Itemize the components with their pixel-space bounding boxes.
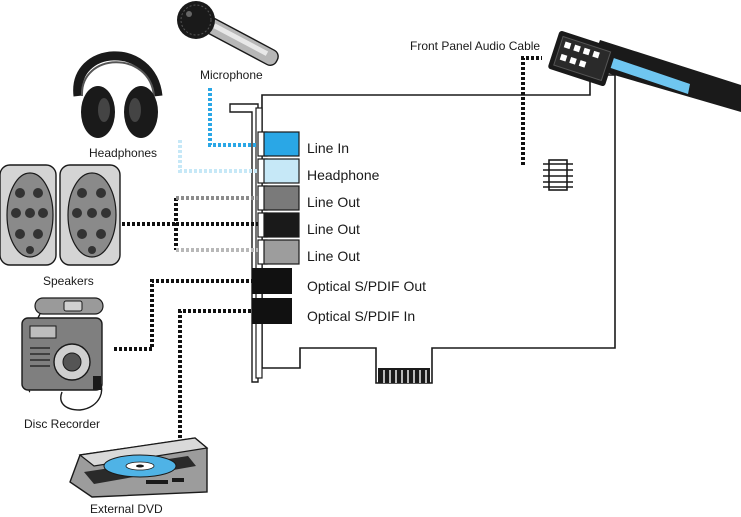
- port-optical-in[interactable]: [252, 298, 292, 324]
- port-line-out-1[interactable]: [257, 185, 300, 211]
- port-line-in[interactable]: [257, 131, 300, 157]
- port-label-line-out-3: Line Out: [307, 248, 360, 264]
- external-dvd-label: External DVD: [90, 502, 163, 516]
- port-label-headphone: Headphone: [307, 167, 380, 183]
- port-label-line-in: Line In: [307, 140, 349, 156]
- optical-in-cable: [178, 309, 252, 438]
- speaker-left: [0, 164, 57, 266]
- disc-recorder-label: Disc Recorder: [24, 417, 100, 431]
- port-optical-out[interactable]: [252, 268, 292, 294]
- port-label-optical-out: Optical S/PDIF Out: [307, 278, 426, 294]
- front-panel-label: Front Panel Audio Cable: [410, 39, 540, 53]
- external-dvd-device: [69, 437, 209, 498]
- port-label-line-out-2: Line Out: [307, 221, 360, 237]
- microphone-device: [177, 1, 279, 66]
- speakers-device: [0, 164, 121, 266]
- cables: [114, 56, 542, 438]
- port-label-optical-in: Optical S/PDIF In: [307, 308, 415, 324]
- port-label-line-out-1: Line Out: [307, 194, 360, 210]
- headphones-device: [73, 51, 163, 138]
- port-labels: Line In Headphone Line Out Line Out Line…: [307, 140, 426, 324]
- port-line-out-2[interactable]: [257, 212, 300, 238]
- front-panel-cable-device: [548, 30, 741, 112]
- port-headphone[interactable]: [257, 158, 300, 184]
- port-jacks: [252, 131, 300, 324]
- microphone-label: Microphone: [200, 68, 263, 82]
- front-panel-header: [543, 159, 573, 191]
- pcie-edge-connector: [378, 368, 430, 383]
- mounting-bracket: [229, 103, 259, 383]
- speaker-right: [59, 164, 121, 266]
- disc-recorder-device: [21, 297, 104, 411]
- optical-out-cable: [114, 279, 252, 351]
- mic-cable: [208, 88, 258, 147]
- headphones-label: Headphones: [89, 146, 157, 160]
- headphone-cable: [178, 140, 258, 173]
- port-line-out-3[interactable]: [257, 239, 300, 265]
- sound-card: [229, 74, 616, 384]
- speakers-label: Speakers: [43, 274, 94, 288]
- front-panel-cable: [521, 56, 542, 165]
